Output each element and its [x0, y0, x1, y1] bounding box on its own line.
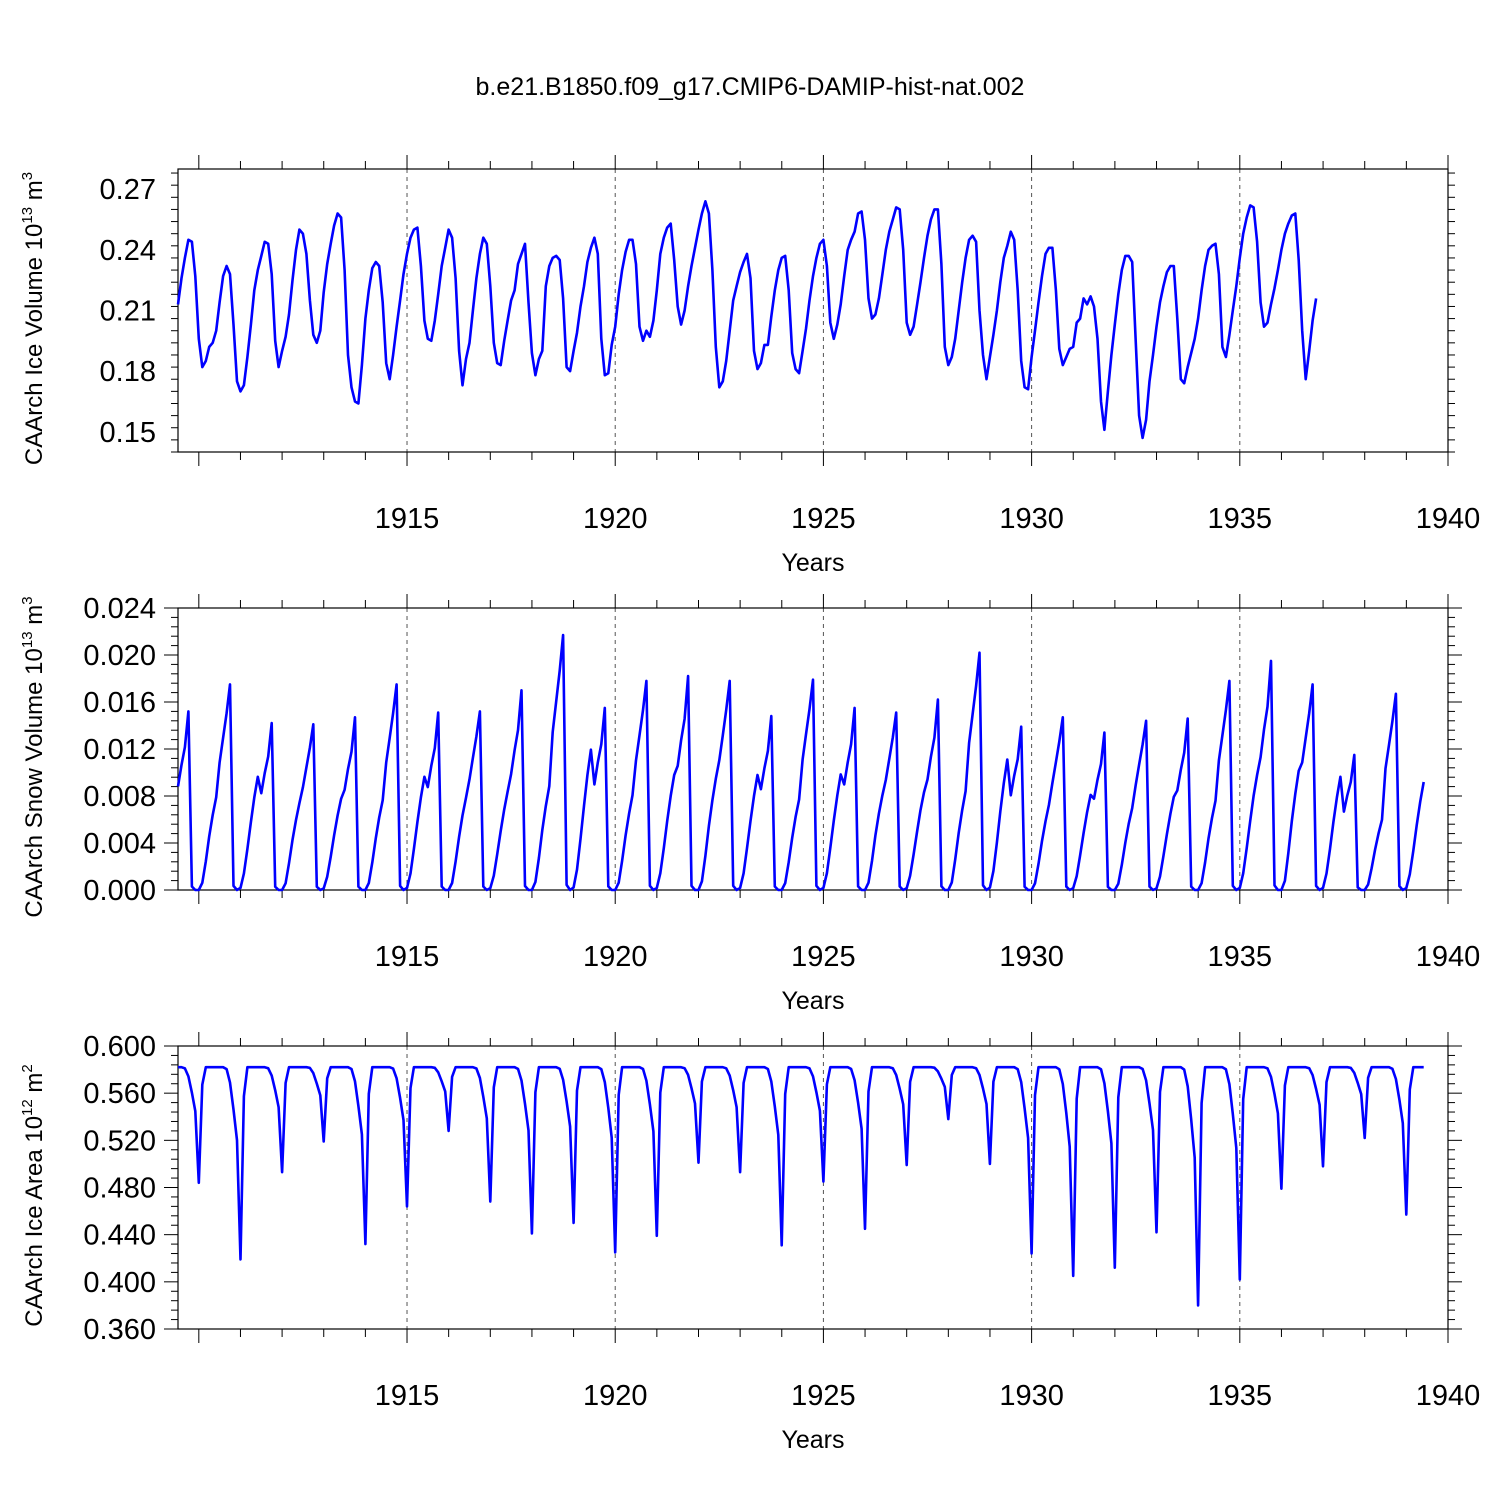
- series-line-3: [178, 1065, 1424, 1307]
- x-tick-label: 1935: [1208, 1380, 1273, 1412]
- y-tick-label: 0.15: [100, 417, 156, 449]
- y-axis-label: CAArch Ice Volume 1013 m3: [19, 172, 48, 465]
- y-axis-label: CAArch Snow Volume 1013 m3: [19, 596, 48, 917]
- y-axis-label: CAArch Ice Area 1012 m2: [19, 1064, 48, 1326]
- x-tick-label: 1925: [791, 941, 856, 973]
- figure-title: b.e21.B1850.f09_g17.CMIP6-DAMIP-hist-nat…: [476, 73, 1025, 101]
- x-tick-label: 1920: [583, 941, 648, 973]
- x-axis-label: Years: [781, 1426, 844, 1454]
- x-tick-label: 1940: [1416, 1380, 1481, 1412]
- y-tick-label: 0.600: [83, 1031, 156, 1063]
- x-tick-label: 1920: [583, 1380, 648, 1412]
- x-tick-label: 1915: [375, 1380, 440, 1412]
- y-tick-label: 0.560: [83, 1078, 156, 1110]
- x-axis-label: Years: [781, 987, 844, 1015]
- y-tick-label: 0.012: [83, 734, 156, 766]
- x-tick-label: 1935: [1208, 503, 1273, 535]
- x-tick-label: 1915: [375, 503, 440, 535]
- y-tick-label: 0.400: [83, 1267, 156, 1299]
- y-tick-label: 0.520: [83, 1125, 156, 1157]
- chart-panel-2: 0.000 0.004 0.008 0.012 0.016 0.020 0.024 1915 1…: [19, 593, 1480, 1015]
- y-tick-label: 0.020: [83, 640, 156, 672]
- x-tick-label: 1915: [375, 941, 440, 973]
- y-tick-label: 0.480: [83, 1173, 156, 1205]
- series-line-1: [176, 200, 1318, 440]
- chart-panel-1: 0.15 0.18 0.21 0.24 0.27 1915 1920 1925 1930 1935…: [19, 155, 1480, 577]
- y-tick-label: 0.016: [83, 687, 156, 719]
- y-tick-label: 0.27: [100, 174, 156, 206]
- x-tick-label: 1920: [583, 503, 648, 535]
- x-axis-label: Years: [781, 549, 844, 577]
- x-tick-label: 1930: [999, 1380, 1064, 1412]
- y-tick-label: 0.24: [100, 235, 156, 267]
- x-tick-label: 1925: [791, 503, 856, 535]
- x-tick-label: 1930: [999, 503, 1064, 535]
- y-tick-label: 0.008: [83, 781, 156, 813]
- chart-panel-3: 0.360 0.400 0.440 0.480 0.520 0.560 0.600 1915 1…: [19, 1031, 1480, 1454]
- y-tick-label: 0.18: [100, 356, 156, 388]
- series-line-2: [176, 633, 1425, 892]
- x-tick-label: 1935: [1208, 941, 1273, 973]
- y-tick-label: 0.21: [100, 296, 156, 328]
- x-tick-label: 1940: [1416, 941, 1481, 973]
- y-tick-label: 0.024: [83, 593, 156, 625]
- x-tick-label: 1940: [1416, 503, 1481, 535]
- y-tick-label: 0.360: [83, 1314, 156, 1346]
- x-tick-label: 1930: [999, 941, 1064, 973]
- x-tick-label: 1925: [791, 1380, 856, 1412]
- y-tick-label: 0.440: [83, 1220, 156, 1252]
- plot-frame: [177, 168, 1449, 453]
- y-tick-label: 0.004: [83, 828, 156, 860]
- y-tick-label: 0.000: [83, 875, 156, 907]
